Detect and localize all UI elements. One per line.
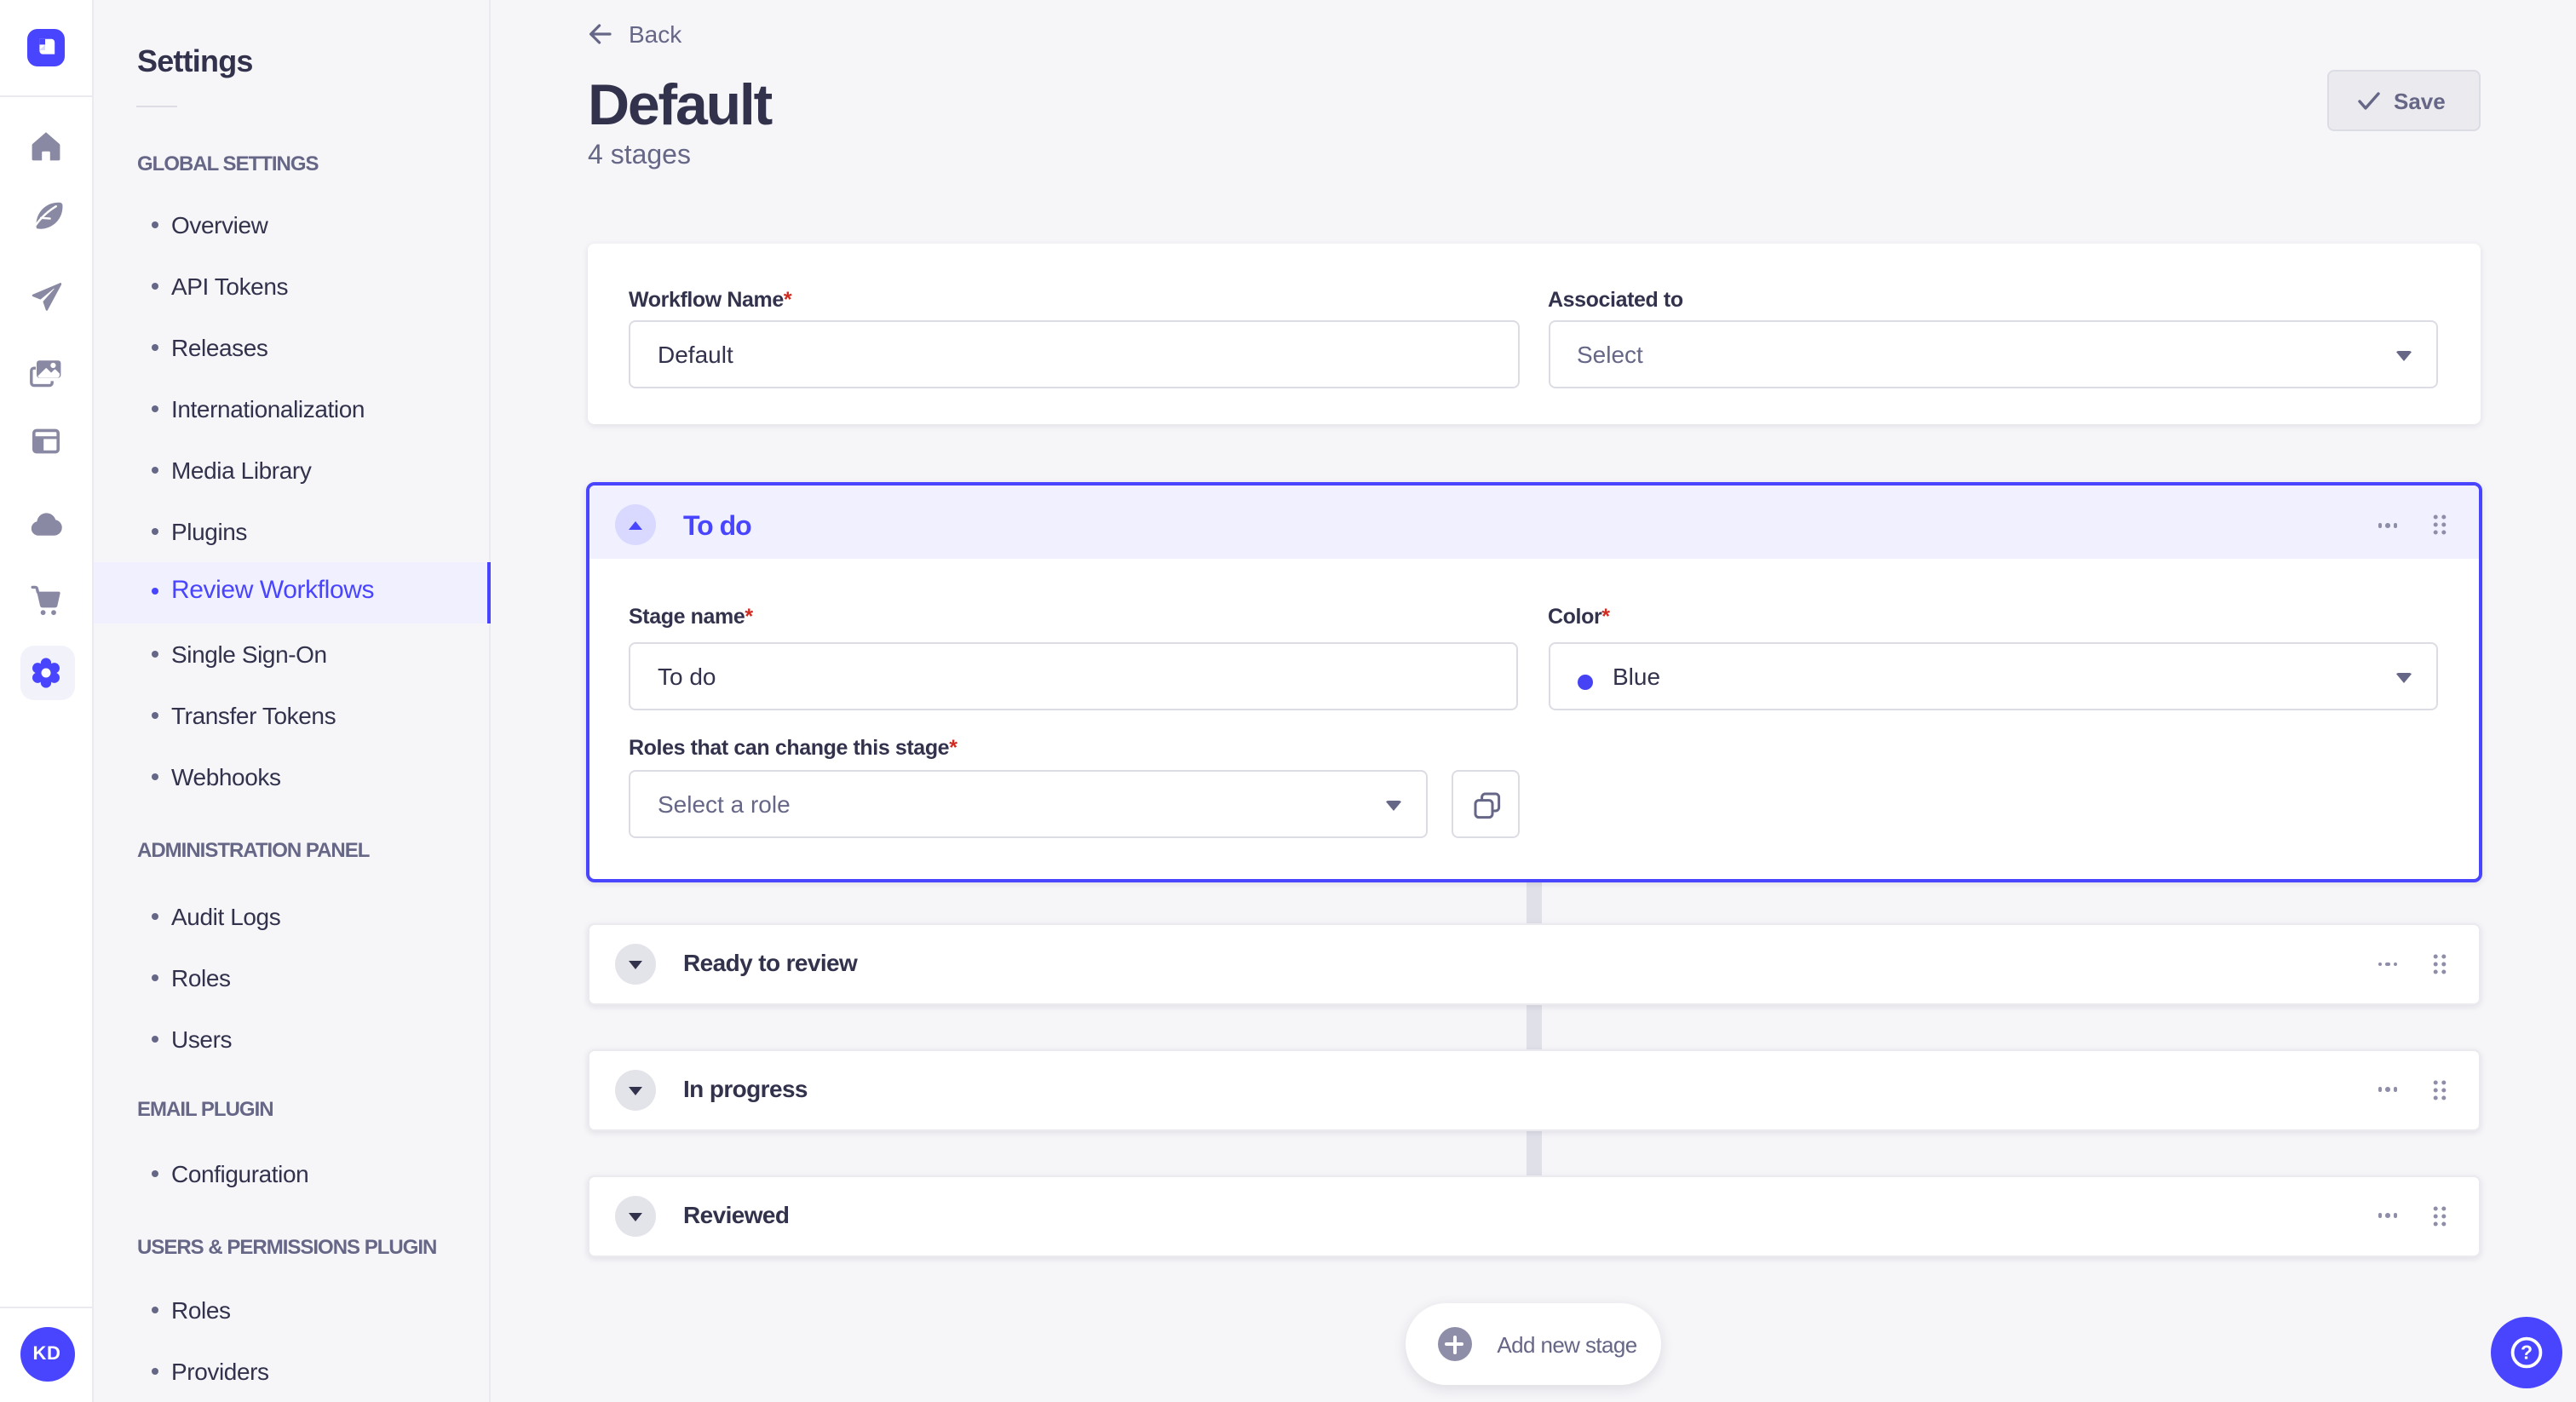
svg-text:?: ? xyxy=(2521,1342,2533,1364)
